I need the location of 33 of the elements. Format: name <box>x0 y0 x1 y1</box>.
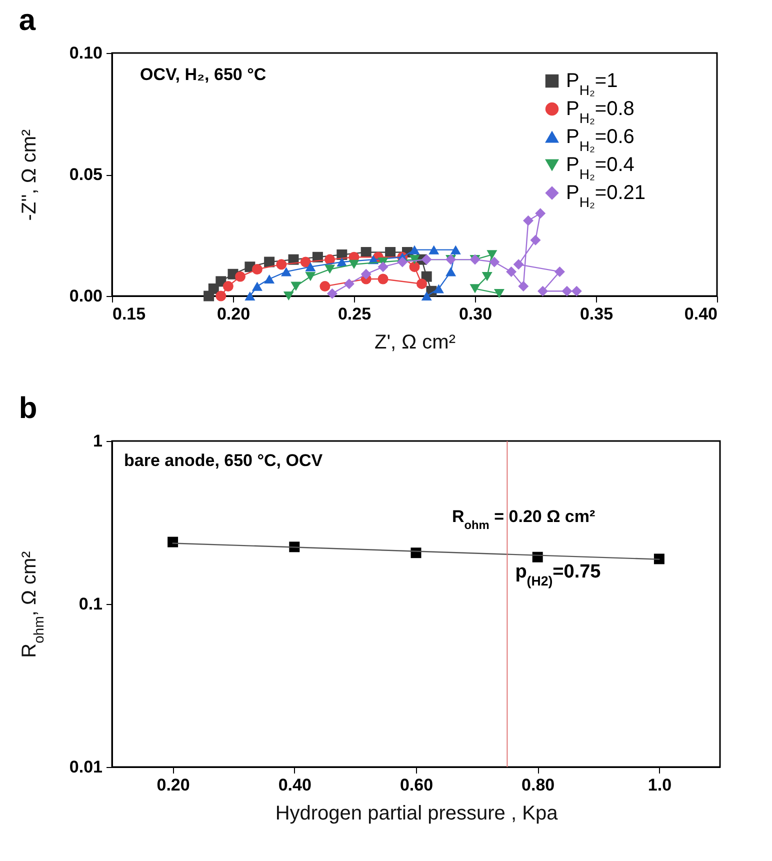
annotation: R$_{ohm}$ = 0.20 Ω cm² <box>452 507 596 532</box>
ref-line-label: p$_{(H2)}$=0.75 <box>515 561 602 588</box>
point <box>168 536 178 548</box>
y-tick-label: 0.00 <box>69 286 102 306</box>
y-tick-label: 0.1 <box>78 594 102 614</box>
x-tick-label: 0.25 <box>338 304 372 324</box>
annotation: OCV, H₂, 650 °C <box>140 65 266 84</box>
x-tick-label: 0.35 <box>580 304 614 324</box>
annotation: bare anode, 650 °C, OCV <box>124 451 324 470</box>
chart-title: b <box>18 392 38 425</box>
y-tick-label: 0.01 <box>69 758 102 776</box>
y-tick-label: 0.05 <box>69 165 102 184</box>
legend-label: P$_{H₂}$=0.21 <box>566 182 646 210</box>
chart-title: a <box>18 4 36 37</box>
x-tick-label: 0.20 <box>216 304 250 324</box>
x-axis-title: Z', Ω cm² <box>374 332 456 354</box>
x-axis-title: Hydrogen partial pressure , Kpa <box>275 802 559 824</box>
y-tick-label: 1 <box>93 432 102 450</box>
legend-label: P$_{H₂}$=0.6 <box>566 126 634 154</box>
point <box>654 554 664 564</box>
x-tick-label: 0.15 <box>112 304 146 324</box>
x-tick-label: 0.40 <box>278 776 312 794</box>
x-tick-label: 0.80 <box>522 776 555 794</box>
x-tick-label: 0.60 <box>400 776 434 794</box>
x-tick-label: 0.40 <box>684 304 718 324</box>
legend-label: P$_{H₂}$=1 <box>566 70 618 98</box>
x-tick-label: 0.30 <box>458 304 492 324</box>
legend-label: P$_{H₂}$=0.8 <box>566 98 634 126</box>
x-tick-label: 1.0 <box>648 776 672 794</box>
x-tick-label: 0.20 <box>156 776 190 794</box>
y-axis-title: -Z'', Ω cm² <box>18 128 40 221</box>
legend-label: P$_{H₂}$=0.4 <box>566 154 634 182</box>
y-tick-label: 0.10 <box>69 44 102 62</box>
